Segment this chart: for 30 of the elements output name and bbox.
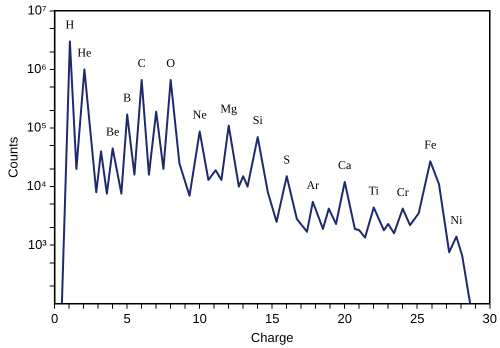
x-tick-label: 10	[192, 311, 207, 326]
annotation: O	[166, 56, 176, 70]
annotation: Cr	[396, 184, 409, 199]
x-axis-title: Charge	[250, 330, 294, 345]
x-tick-label: 30	[482, 311, 498, 326]
x-tick-label: 5	[124, 311, 131, 326]
annotation: H	[66, 18, 75, 32]
y-tick-label: 10⁴	[26, 178, 47, 194]
annotation: S	[283, 152, 290, 166]
annotation: Ti	[368, 184, 380, 198]
y-tick-label: 10⁵	[26, 120, 47, 135]
x-tick-label: 0	[51, 311, 58, 326]
y-axis-title: Counts	[5, 136, 20, 178]
y-tick-label: 10³	[28, 236, 48, 252]
annotation: He	[77, 46, 92, 60]
x-tick-label: 25	[410, 311, 424, 326]
y-tick-label: 10⁶	[26, 60, 47, 76]
annotation: Ar	[306, 178, 320, 192]
annotation: Si	[252, 113, 264, 128]
annotation: Fe	[424, 137, 436, 152]
y-tick-label: 10⁷	[27, 2, 47, 18]
annotation: C	[138, 56, 146, 70]
annotation: Ne	[192, 108, 207, 122]
annotation: Be	[106, 124, 120, 138]
annotation: B	[123, 90, 132, 105]
annotation: Mg	[220, 102, 238, 116]
x-tick-label: 20	[337, 311, 352, 326]
annotation: Ca	[338, 158, 352, 172]
x-tick-label: 15	[264, 311, 280, 326]
annotation: Ni	[450, 212, 464, 227]
